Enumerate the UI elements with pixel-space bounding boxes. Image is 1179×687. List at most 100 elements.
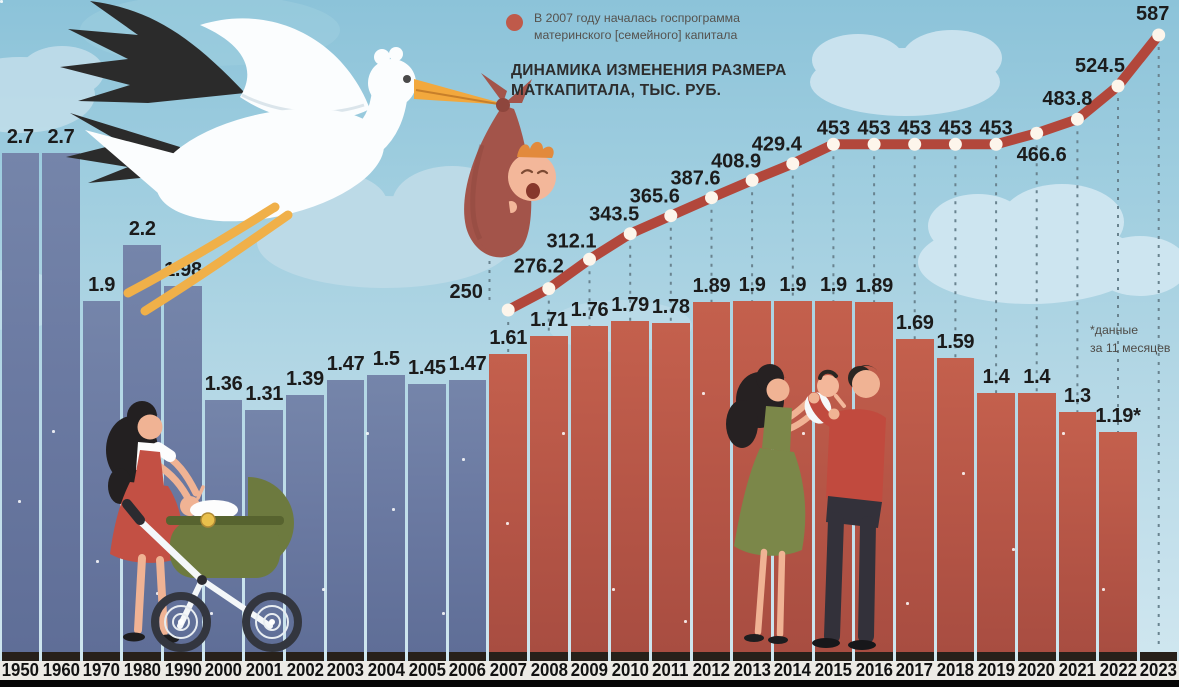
bar-2018 bbox=[936, 357, 975, 652]
axis-year-2018: 2018 bbox=[936, 660, 975, 680]
line-point-2014 bbox=[786, 157, 800, 171]
line-value-2013: 408.9 bbox=[711, 150, 761, 172]
line-point-2012 bbox=[705, 191, 718, 205]
line-point-2017 bbox=[908, 137, 922, 151]
bar-base-2014 bbox=[773, 652, 812, 661]
bar-value-2011: 1.78 bbox=[651, 295, 690, 318]
axis-year-2013: 2013 bbox=[733, 660, 771, 680]
bar-value-2020: 1.4 bbox=[1023, 366, 1051, 388]
axis-year-2004: 2004 bbox=[367, 660, 405, 680]
bar-2000 bbox=[204, 400, 243, 652]
bar-2005 bbox=[408, 383, 446, 652]
legend-line2: материнского [семейного] капитала bbox=[534, 28, 738, 43]
line-point-2008 bbox=[542, 282, 556, 296]
line-point-2007 bbox=[501, 303, 515, 317]
bar-value-2018: 1.59 bbox=[936, 330, 975, 353]
axis-year-2016: 2016 bbox=[855, 660, 893, 680]
footnote: *данные за 11 месяцев bbox=[1090, 322, 1170, 358]
line-value-2016: 453 bbox=[857, 117, 890, 139]
bar-2020 bbox=[1017, 393, 1056, 652]
bar-value-2009: 1.76 bbox=[570, 299, 609, 322]
bar-value-2003: 1.47 bbox=[326, 353, 365, 376]
bar-value-2005: 1.45 bbox=[408, 356, 446, 379]
axis-year-2005: 2005 bbox=[408, 660, 446, 680]
axis-year-2001: 2001 bbox=[245, 660, 283, 680]
axis-year-1980: 1980 bbox=[123, 660, 161, 680]
bar-base-2016 bbox=[855, 652, 893, 661]
line-point-2018 bbox=[948, 137, 962, 151]
line-point-2019 bbox=[989, 137, 1003, 151]
line-value-2010: 343.5 bbox=[589, 204, 639, 226]
line-value-2019: 453 bbox=[979, 117, 1012, 139]
bar-value-1980: 2.2 bbox=[128, 218, 156, 240]
bar-base-2009 bbox=[570, 652, 609, 661]
bar-base-2015 bbox=[814, 652, 853, 661]
bar-value-1960: 2.7 bbox=[47, 125, 75, 148]
bar-value-2000: 1.36 bbox=[204, 373, 243, 396]
bar-2022 bbox=[1099, 431, 1137, 652]
axis-year-2006: 2006 bbox=[448, 660, 487, 680]
bar-value-1990: 1.98 bbox=[164, 258, 202, 281]
bar-base-2022 bbox=[1099, 652, 1137, 661]
bar-value-2010: 1.79 bbox=[611, 293, 650, 316]
line-value-2011: 365.6 bbox=[630, 186, 680, 208]
bar-base-2005 bbox=[408, 652, 446, 661]
bar-2002 bbox=[286, 394, 324, 652]
bar-2014 bbox=[773, 300, 812, 652]
axis-year-2008: 2008 bbox=[530, 660, 568, 680]
line-value-2021: 483.8 bbox=[1042, 88, 1092, 110]
bar-1970 bbox=[82, 300, 121, 652]
legend-line1: В 2007 году началась госпрограмма bbox=[534, 11, 740, 25]
line-value-2023: 587 bbox=[1136, 3, 1169, 25]
axis-year-2021: 2021 bbox=[1058, 660, 1096, 680]
bar-2017 bbox=[895, 339, 934, 652]
axis-year-2015: 2015 bbox=[814, 660, 853, 680]
bar-value-1970: 1.9 bbox=[88, 273, 116, 296]
bar-base-2000 bbox=[204, 652, 243, 661]
bottom-black-bar bbox=[0, 680, 1179, 687]
bar-base-2023 bbox=[1139, 652, 1178, 661]
axis-year-2000: 2000 bbox=[204, 660, 243, 680]
axis-year-1990: 1990 bbox=[164, 660, 202, 680]
bar-base-2020 bbox=[1017, 652, 1056, 661]
axis-year-2009: 2009 bbox=[570, 660, 609, 680]
axis-year-2022: 2022 bbox=[1099, 660, 1137, 680]
bar-base-2001 bbox=[245, 652, 284, 661]
bar-1990 bbox=[164, 285, 202, 652]
bar-1950 bbox=[1, 152, 40, 652]
axis-year-2012: 2012 bbox=[692, 660, 731, 680]
bar-value-2014: 1.9 bbox=[779, 273, 807, 296]
cloud bbox=[810, 30, 1002, 116]
chart-title: ДИНАМИКА ИЗМЕНЕНИЯ РАЗМЕРА МАТКАПИТАЛА, … bbox=[511, 61, 787, 101]
bar-base-2018 bbox=[936, 652, 975, 661]
bar-value-2001: 1.31 bbox=[245, 382, 284, 405]
bar-base-2013 bbox=[733, 652, 771, 661]
line-point-2021 bbox=[1070, 112, 1084, 126]
line-point-2020 bbox=[1030, 126, 1044, 140]
bar-base-1970 bbox=[82, 652, 121, 661]
bar-base-1980 bbox=[123, 652, 162, 661]
bar-value-2017: 1.69 bbox=[895, 312, 934, 335]
axis-year-2011: 2011 bbox=[652, 660, 689, 680]
x-axis-strip bbox=[0, 661, 1179, 680]
bar-base-2012 bbox=[692, 652, 731, 661]
line-value-2014: 429.4 bbox=[752, 134, 803, 156]
bar-2008 bbox=[530, 335, 568, 652]
axis-year-2017: 2017 bbox=[896, 660, 934, 680]
line-point-2022 bbox=[1111, 79, 1125, 93]
bar-base-1960 bbox=[42, 652, 80, 661]
bar-value-2008: 1.71 bbox=[529, 308, 568, 331]
bar-2021 bbox=[1058, 411, 1097, 652]
line-value-2009: 312.1 bbox=[546, 230, 596, 252]
bar-base-2006 bbox=[448, 652, 487, 661]
bar-2003 bbox=[326, 380, 365, 652]
bar-value-2022: 1.19* bbox=[1095, 404, 1141, 427]
cloud bbox=[918, 184, 1179, 304]
bar-2011 bbox=[651, 322, 690, 652]
line-point-2013 bbox=[745, 173, 759, 187]
footnote-line2: за 11 месяцев bbox=[1090, 340, 1171, 355]
bar-base-2004 bbox=[367, 652, 406, 661]
bar-value-1950: 2.7 bbox=[6, 125, 34, 148]
